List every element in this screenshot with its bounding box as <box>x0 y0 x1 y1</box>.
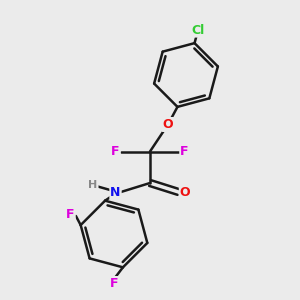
Text: F: F <box>111 145 120 158</box>
Text: F: F <box>180 145 189 158</box>
Text: O: O <box>163 118 173 131</box>
Text: H: H <box>88 179 98 190</box>
Text: Cl: Cl <box>191 24 205 37</box>
Text: O: O <box>180 185 190 199</box>
Text: F: F <box>110 277 118 290</box>
Text: N: N <box>110 185 121 199</box>
Text: F: F <box>66 208 75 221</box>
